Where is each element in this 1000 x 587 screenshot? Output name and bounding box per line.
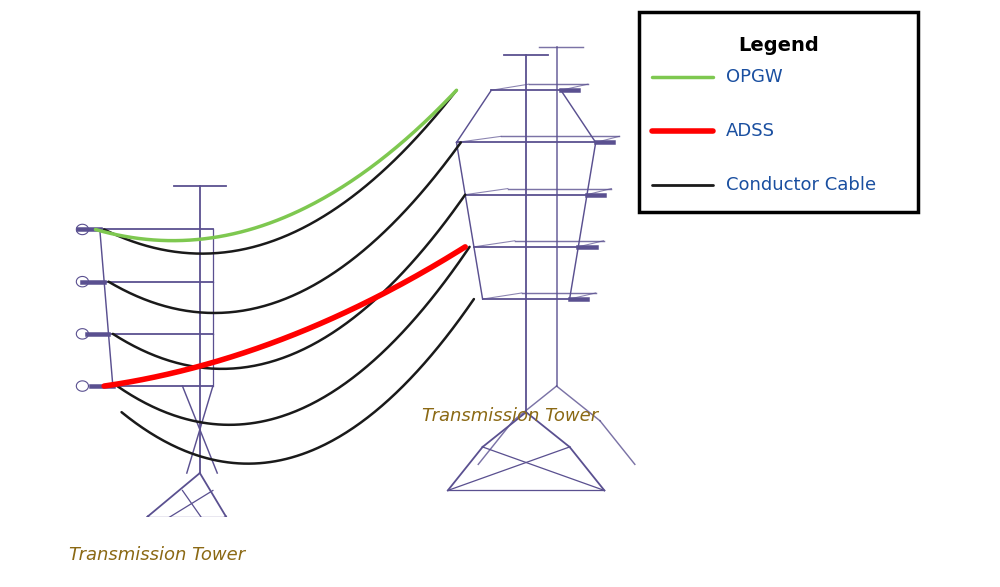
Text: Transmission Tower: Transmission Tower (422, 407, 598, 425)
Text: ADSS: ADSS (726, 122, 775, 140)
Text: OPGW: OPGW (726, 68, 783, 86)
Bar (639, 12, 918, 212)
Text: Conductor Cable: Conductor Cable (726, 176, 876, 194)
Text: Legend: Legend (738, 36, 819, 55)
Text: Transmission Tower: Transmission Tower (69, 546, 245, 565)
